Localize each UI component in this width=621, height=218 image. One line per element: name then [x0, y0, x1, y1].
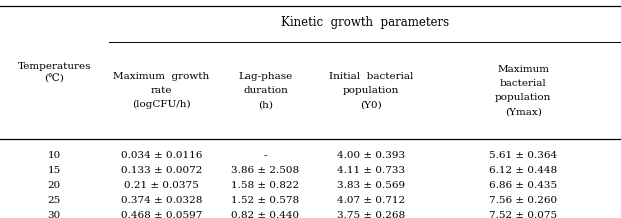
- Text: population: population: [343, 86, 399, 95]
- Text: 6.12 ± 0.448: 6.12 ± 0.448: [489, 166, 557, 175]
- Text: 0.82 ± 0.440: 0.82 ± 0.440: [232, 211, 299, 218]
- Text: 3.86 ± 2.508: 3.86 ± 2.508: [232, 166, 299, 175]
- Text: (Ymax): (Ymax): [505, 107, 542, 116]
- Text: duration: duration: [243, 86, 288, 95]
- Text: 6.86 ± 0.435: 6.86 ± 0.435: [489, 181, 557, 190]
- Text: -: -: [264, 151, 267, 160]
- Text: rate: rate: [151, 86, 172, 95]
- Text: 1.52 ± 0.578: 1.52 ± 0.578: [232, 196, 299, 205]
- Text: (logCFU/h): (logCFU/h): [132, 100, 191, 109]
- Text: Lag-phase: Lag-phase: [238, 72, 292, 81]
- Text: 15: 15: [48, 166, 61, 175]
- Text: 5.61 ± 0.364: 5.61 ± 0.364: [489, 151, 557, 160]
- Text: 0.133 ± 0.0072: 0.133 ± 0.0072: [120, 166, 202, 175]
- Text: Temperatures
(℃): Temperatures (℃): [17, 62, 91, 84]
- Text: population: population: [495, 93, 551, 102]
- Text: 0.374 ± 0.0328: 0.374 ± 0.0328: [120, 196, 202, 205]
- Text: (Y0): (Y0): [360, 100, 382, 109]
- Text: Maximum: Maximum: [497, 65, 549, 74]
- Text: 30: 30: [48, 211, 61, 218]
- Text: 3.75 ± 0.268: 3.75 ± 0.268: [337, 211, 405, 218]
- Text: 7.52 ± 0.075: 7.52 ± 0.075: [489, 211, 557, 218]
- Text: (h): (h): [258, 100, 273, 109]
- Text: 7.56 ± 0.260: 7.56 ± 0.260: [489, 196, 557, 205]
- Text: bacterial: bacterial: [500, 79, 546, 88]
- Text: 0.21 ± 0.0375: 0.21 ± 0.0375: [124, 181, 199, 190]
- Text: Kinetic  growth  parameters: Kinetic growth parameters: [281, 16, 449, 29]
- Text: 0.034 ± 0.0116: 0.034 ± 0.0116: [120, 151, 202, 160]
- Text: 4.11 ± 0.733: 4.11 ± 0.733: [337, 166, 405, 175]
- Text: 20: 20: [48, 181, 61, 190]
- Text: 1.58 ± 0.822: 1.58 ± 0.822: [232, 181, 299, 190]
- Text: 25: 25: [48, 196, 61, 205]
- Text: Maximum  growth: Maximum growth: [114, 72, 209, 81]
- Text: 10: 10: [48, 151, 61, 160]
- Text: 0.468 ± 0.0597: 0.468 ± 0.0597: [120, 211, 202, 218]
- Text: 4.00 ± 0.393: 4.00 ± 0.393: [337, 151, 405, 160]
- Text: 3.83 ± 0.569: 3.83 ± 0.569: [337, 181, 405, 190]
- Text: Initial  bacterial: Initial bacterial: [329, 72, 413, 81]
- Text: 4.07 ± 0.712: 4.07 ± 0.712: [337, 196, 405, 205]
